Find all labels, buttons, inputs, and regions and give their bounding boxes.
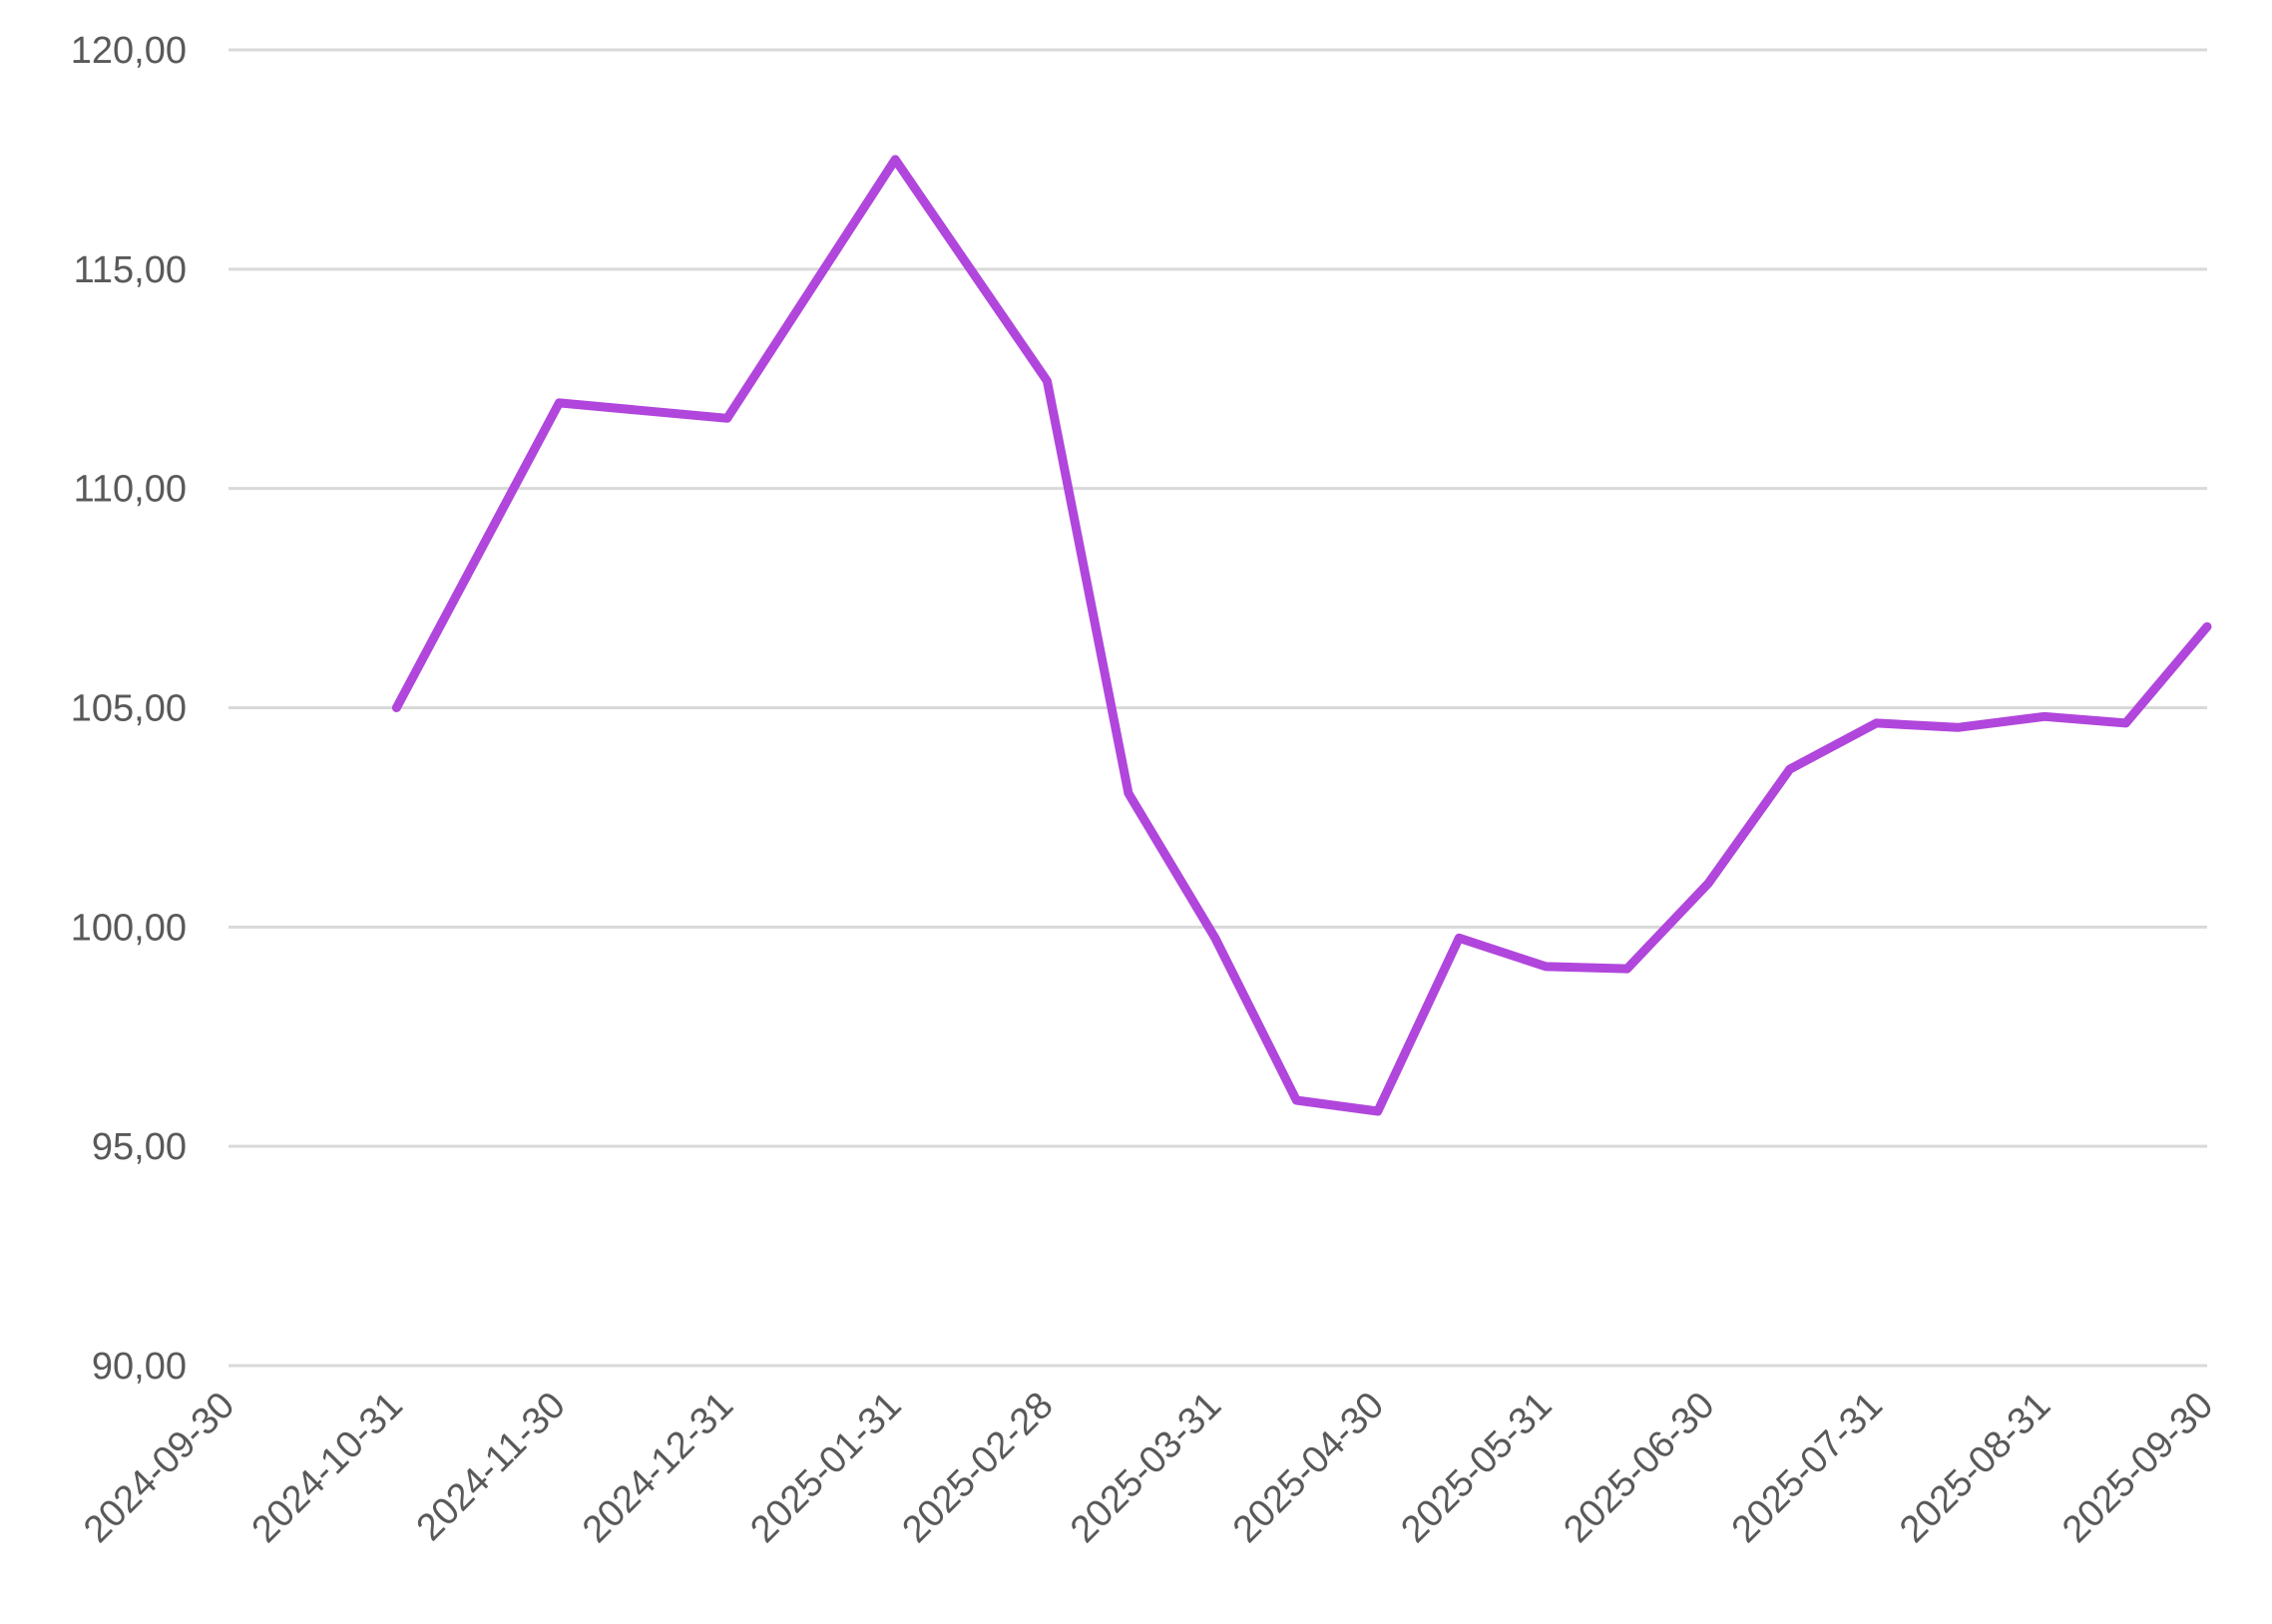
grid-layer bbox=[228, 48, 2207, 1368]
x-tick-label: 2025-05-31 bbox=[1393, 1385, 1560, 1551]
x-tick-label: 2025-09-30 bbox=[2054, 1385, 2221, 1551]
y-tick-label: 120,00 bbox=[71, 30, 187, 72]
y-tick-label: 105,00 bbox=[71, 688, 187, 730]
y-tick-label: 90,00 bbox=[92, 1346, 187, 1388]
x-tick-label: 2025-04-30 bbox=[1225, 1385, 1392, 1551]
x-tick-label: 2025-01-31 bbox=[742, 1385, 909, 1551]
y-tick-label: 110,00 bbox=[74, 469, 187, 511]
series-layer bbox=[391, 155, 2212, 1116]
y-tick-label: 100,00 bbox=[71, 907, 187, 949]
y-tick-label: 95,00 bbox=[92, 1126, 187, 1168]
x-tick-label: 2024-09-30 bbox=[76, 1385, 242, 1551]
x-tick-label: 2025-03-31 bbox=[1063, 1385, 1229, 1551]
x-tick-label: 2025-02-28 bbox=[895, 1385, 1062, 1551]
x-tick-label: 2025-06-30 bbox=[1556, 1385, 1722, 1551]
series-line bbox=[391, 155, 2212, 1116]
x-tick-label: 2024-12-31 bbox=[575, 1385, 741, 1551]
x-tick-label: 2024-11-30 bbox=[409, 1385, 574, 1549]
x-tick-label: 2025-08-31 bbox=[1892, 1385, 2058, 1551]
x-tick-label: 2024-10-31 bbox=[244, 1385, 411, 1551]
x-tick-label: 2025-07-31 bbox=[1724, 1385, 1891, 1551]
y-axis-ticks: 90,00 95,00 100,00 105,00 110,00 115,00 120,00 bbox=[71, 30, 187, 1388]
y-tick-label: 115,00 bbox=[74, 249, 187, 291]
